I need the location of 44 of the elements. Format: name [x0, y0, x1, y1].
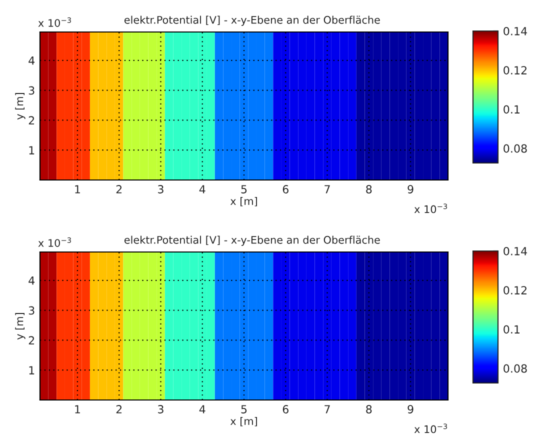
x-axis-title: x [m] [230, 417, 257, 426]
x-tick-label: 9 [408, 185, 414, 194]
color-bar-label: 0.08 [504, 144, 527, 153]
text: x 10$^{−3}$ [414, 424, 448, 434]
color-bar-label: 0.1 [504, 325, 520, 334]
y-tick-label: 2 [28, 336, 34, 344]
text: x 10$^{−3}$ [38, 237, 71, 247]
x-tick-label: 8 [366, 185, 372, 194]
x-tick-label: 9 [408, 405, 414, 414]
x-tick-label: 7 [324, 405, 330, 414]
color-bar-label: 0.12 [504, 286, 526, 294]
x-tick-label: 7 [324, 185, 330, 194]
y-tick-label: 4 [28, 276, 35, 285]
x-tick-label: 5 [241, 405, 247, 414]
color-bar-label: 0.08 [504, 364, 527, 373]
y-tick-label: 2 [28, 116, 34, 124]
x-tick-label: 6 [282, 405, 288, 414]
y-tick-label: 1 [29, 146, 34, 154]
color-bar-label: 0.14 [504, 26, 527, 36]
x-tick-label: 4 [199, 185, 206, 194]
text: x 10$^{−3}$ [414, 204, 448, 214]
x-tick-label: 5 [241, 185, 247, 194]
x-tick-label: 3 [158, 185, 164, 194]
color-bar-label: 0.1 [504, 105, 520, 114]
chart-title: elektr.Potential [V] - x-y-Ebene an der Oberfläche [124, 236, 380, 246]
x-tick-label: 2 [116, 185, 122, 194]
text: x 10$^{−3}$ [38, 17, 71, 27]
x-tick-label: 8 [366, 405, 372, 414]
chart-title: elektr.Potential [V] - x-y-Ebene an der Oberfläche [124, 16, 380, 26]
y-tick-label: 3 [28, 306, 34, 315]
x-tick-label: 4 [199, 405, 206, 414]
y-tick-label: 3 [28, 86, 34, 95]
x-tick-label: 1 [75, 185, 80, 194]
y-tick-label: 1 [29, 366, 34, 374]
y-tick-label: 4 [28, 56, 35, 65]
color-bar-label: 0.12 [504, 66, 526, 74]
y-axis-title: y [m] [15, 93, 26, 120]
x-tick-label: 1 [75, 405, 80, 414]
x-axis-title: x [m] [230, 197, 257, 206]
x-tick-label: 3 [158, 405, 164, 414]
y-axis-title: y [m] [15, 313, 26, 340]
color-bar-label: 0.14 [504, 246, 527, 256]
x-tick-label: 6 [282, 185, 288, 194]
x-tick-label: 2 [116, 405, 122, 414]
